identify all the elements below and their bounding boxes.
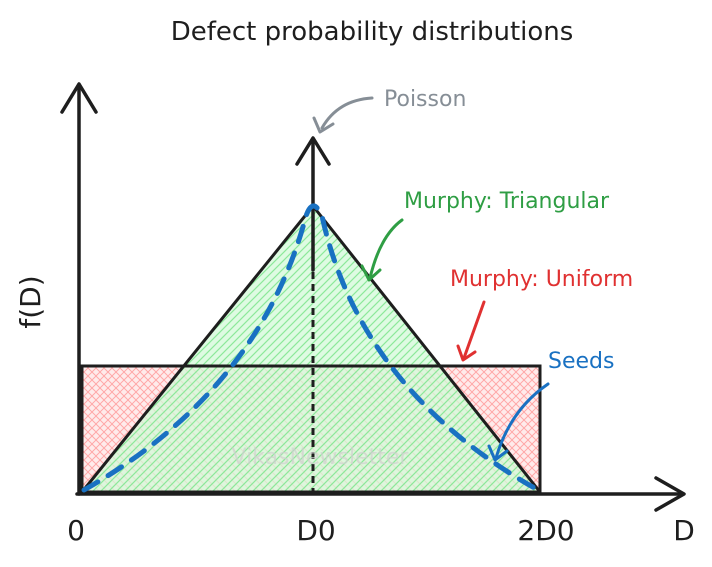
triangular-label: Murphy: Triangular (404, 189, 610, 214)
watermark: VikasNewsletter (232, 445, 410, 470)
triangular-pointer-head (360, 264, 382, 282)
uniform-pointer-head (456, 344, 477, 362)
uniform-pointer (462, 300, 486, 360)
x-axis-label: D (673, 514, 695, 547)
x-tick-d0: D0 (296, 514, 335, 547)
seeds-pointer (494, 382, 550, 460)
diagram-title: Defect probability distributions (171, 17, 574, 47)
x-tick-2d0: 2D0 (517, 514, 574, 547)
triangular-pointer (368, 218, 404, 280)
poisson-arrowhead (295, 136, 331, 166)
y-axis-arrowhead (60, 82, 98, 114)
triangular-hatch (82, 206, 540, 492)
x-axis-arrowhead (654, 476, 686, 512)
poisson-label: Poisson (384, 87, 466, 112)
x-tick-zero: 0 (67, 514, 85, 547)
poisson-pointer-head (312, 116, 335, 134)
seeds-pointer-head (487, 444, 509, 462)
poisson-pointer (320, 96, 374, 130)
uniform-outline (80, 364, 542, 494)
y-axis-label: f(D) (14, 275, 47, 328)
seeds-curve (81, 203, 541, 493)
seeds-label: Seeds (548, 349, 614, 374)
uniform-label: Murphy: Uniform (450, 267, 633, 292)
